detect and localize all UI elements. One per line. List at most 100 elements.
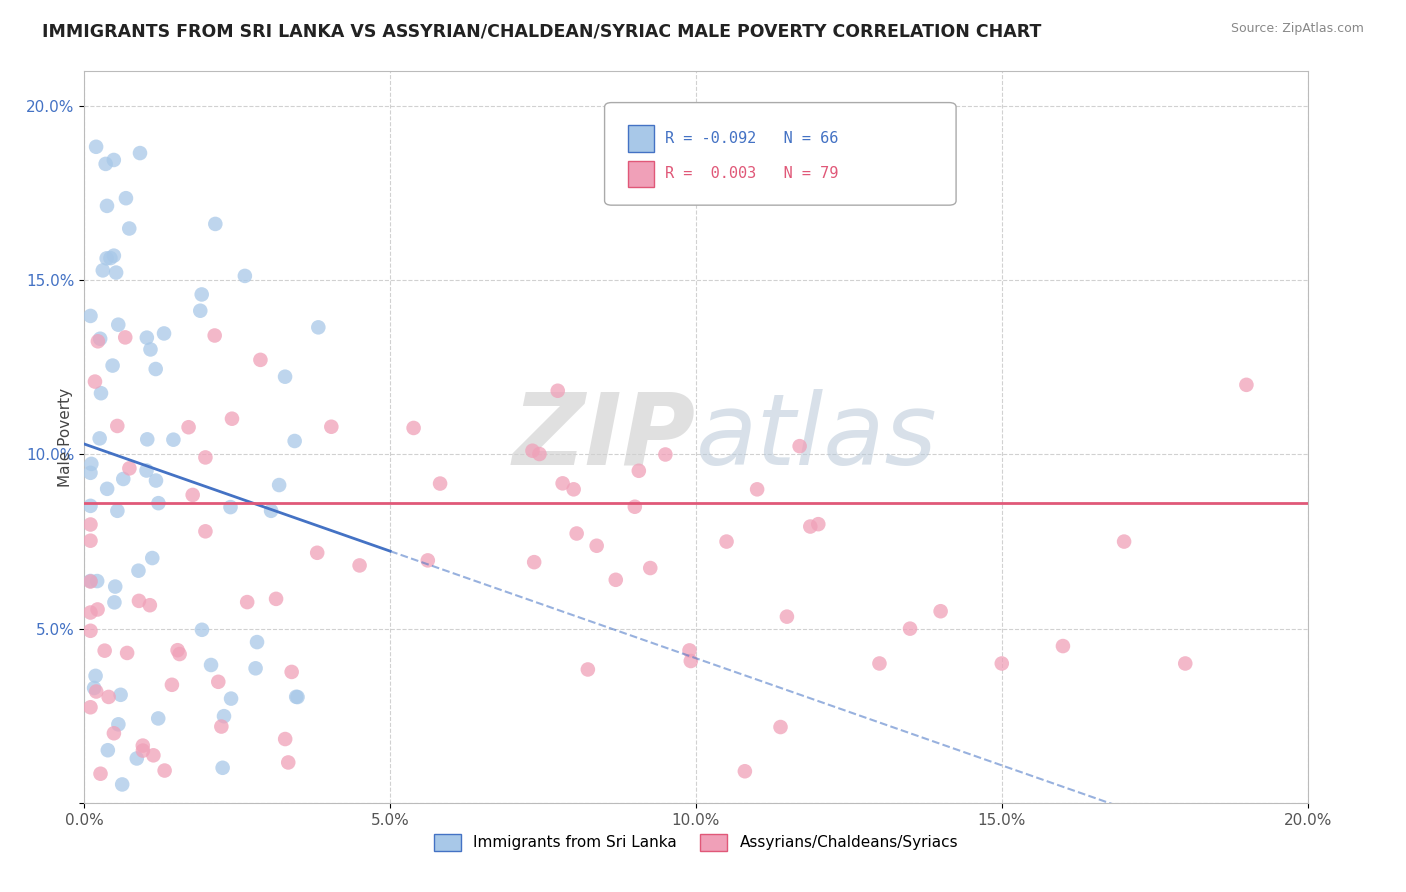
Point <box>80 457 103 471</box>
Point <box>145 474 167 488</box>
Point <box>101 359 124 373</box>
Point <box>285 690 308 704</box>
Point <box>523 555 546 569</box>
Point <box>799 519 821 533</box>
Point <box>79 606 101 620</box>
Point <box>188 303 211 318</box>
Point <box>79 574 101 588</box>
Point <box>84 140 107 154</box>
Point <box>89 431 111 445</box>
Point <box>200 658 222 673</box>
Point <box>141 551 163 566</box>
Point <box>160 678 183 692</box>
Point <box>105 266 128 280</box>
Point <box>194 524 217 539</box>
Point <box>769 720 792 734</box>
Point <box>321 419 343 434</box>
Point <box>96 252 118 266</box>
Legend: Immigrants from Sri Lanka, Assyrians/Chaldeans/Syriacs: Immigrants from Sri Lanka, Assyrians/Cha… <box>427 828 965 857</box>
Point <box>115 646 138 660</box>
Point <box>139 598 162 612</box>
Point <box>991 657 1014 671</box>
Point <box>207 674 229 689</box>
Point <box>246 635 269 649</box>
Point <box>97 690 120 704</box>
Point <box>128 594 150 608</box>
Point <box>136 433 159 447</box>
Point <box>142 748 165 763</box>
Point <box>114 330 136 344</box>
Point <box>79 499 101 513</box>
Point <box>898 622 921 636</box>
Point <box>191 623 214 637</box>
Point <box>190 287 212 301</box>
Point <box>148 711 170 725</box>
Point <box>212 709 235 723</box>
Point <box>416 553 439 567</box>
Point <box>627 464 650 478</box>
Point <box>277 756 299 770</box>
Point <box>245 661 267 675</box>
Point <box>402 421 425 435</box>
Point <box>89 332 111 346</box>
Point <box>84 669 107 683</box>
Point <box>86 574 108 588</box>
Point <box>807 517 830 532</box>
Point <box>181 488 204 502</box>
Point <box>132 743 155 757</box>
Point <box>776 609 799 624</box>
Point <box>219 500 242 514</box>
Point <box>1236 377 1258 392</box>
Point <box>139 343 162 357</box>
Point <box>135 464 157 478</box>
Point <box>83 681 105 695</box>
Point <box>522 443 544 458</box>
Point <box>638 561 661 575</box>
Point <box>307 546 329 560</box>
Point <box>105 504 128 518</box>
Point <box>132 739 155 753</box>
Point <box>233 268 256 283</box>
Point <box>789 439 811 453</box>
Point <box>79 309 101 323</box>
Point <box>204 328 226 343</box>
Point <box>166 643 188 657</box>
Point <box>177 420 200 434</box>
Point <box>605 573 627 587</box>
Point <box>260 504 283 518</box>
Point <box>869 657 891 671</box>
Text: IMMIGRANTS FROM SRI LANKA VS ASSYRIAN/CHALDEAN/SYRIAC MALE POVERTY CORRELATION C: IMMIGRANTS FROM SRI LANKA VS ASSYRIAN/CH… <box>42 22 1042 40</box>
Point <box>565 526 588 541</box>
Point <box>94 157 117 171</box>
Point <box>105 419 128 434</box>
Text: R = -0.092   N = 66: R = -0.092 N = 66 <box>665 131 838 145</box>
Point <box>90 386 112 401</box>
Point <box>93 643 115 657</box>
Y-axis label: Male Poverty: Male Poverty <box>58 387 73 487</box>
Point <box>107 717 129 731</box>
Point <box>91 263 114 277</box>
Point <box>236 595 259 609</box>
Point <box>79 700 101 714</box>
Point <box>274 369 297 384</box>
Point <box>1114 534 1136 549</box>
Point <box>129 146 152 161</box>
Point <box>79 517 101 532</box>
Point <box>153 326 176 341</box>
Point <box>679 654 702 668</box>
Point <box>349 558 371 573</box>
Point <box>249 352 271 367</box>
Point <box>96 482 118 496</box>
Point <box>79 533 101 548</box>
Point <box>204 217 226 231</box>
Point <box>89 766 111 780</box>
Point <box>624 500 647 514</box>
Point <box>929 604 952 618</box>
Point <box>112 472 135 486</box>
Point <box>269 478 291 492</box>
Point <box>274 732 297 747</box>
Point <box>148 496 170 510</box>
Point <box>100 251 122 265</box>
Point <box>96 199 118 213</box>
Point <box>153 764 176 778</box>
